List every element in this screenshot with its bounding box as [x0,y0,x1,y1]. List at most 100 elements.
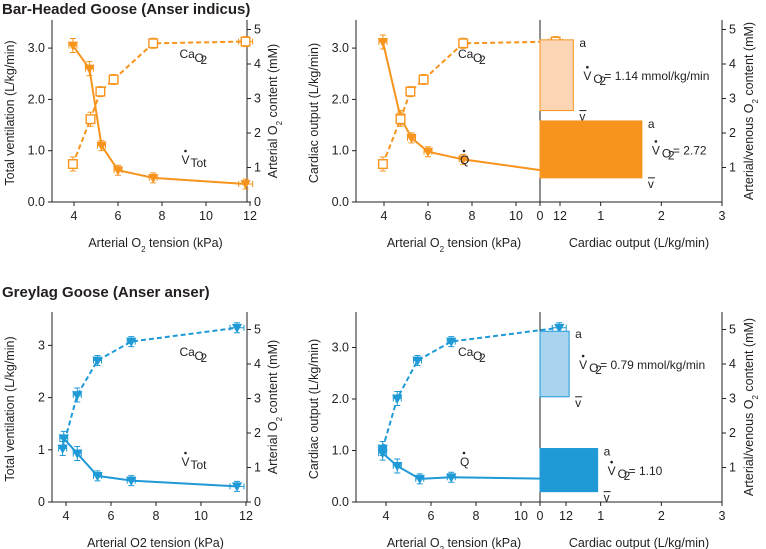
series-line [72,44,246,186]
x-tick-label: 10 [509,209,523,223]
series-label-sub2: 2 [201,351,208,365]
vo2-label-dot [654,140,658,143]
x-tick-label: 4 [63,509,70,523]
bar-hypoxia: a v V O2 = 1.14 mmol/kg/min [539,36,709,124]
y-axis-label: Total ventilation (L/kg/min) [3,336,17,481]
series-label-base: Q [460,455,469,469]
x-tick-label: 12 [553,209,567,223]
y2-axis-label: Arterial O2 content (mM) [266,44,284,178]
y2-tick-label: 0 [254,195,261,209]
data-point [84,64,95,74]
x-tick-label: 6 [428,509,435,523]
series-ventilation: V Tot [67,38,254,190]
data-point [458,38,469,49]
y-tick-label: 2.0 [332,92,349,106]
vo2-label-base: V [608,464,616,478]
series-label: Ca [458,345,474,359]
bar-label-a: a [575,327,582,341]
data-point [126,476,137,486]
data-point [458,155,469,165]
series-label-sub: O [473,349,482,363]
bar-hypoxia: a v V O2 = 0.79 mmol/kg/min [539,327,705,410]
y-axis-label: Cardiac output (L/kg/min) [307,339,321,479]
x-tick-label: 1 [597,509,604,523]
vo2-sub: O [618,467,627,481]
vo2-label-base: V [652,143,660,157]
series-line [381,326,560,449]
data-point [85,114,96,125]
series-label-base: V [182,153,190,167]
x-tick-label: 3 [719,209,726,223]
y-tick-label: 2.0 [28,92,45,106]
data-point [148,173,159,184]
series-label-sub: O [195,51,204,65]
series-line [61,326,238,449]
vo2-label: V [579,354,587,372]
y-axis-label: Total ventilation (L/kg/min) [3,40,17,185]
data-point [377,38,389,48]
series-label: V Tot [182,149,208,170]
series-label-sub: O [473,51,482,65]
y-tick-label: 1 [38,443,45,457]
data-point [418,74,429,85]
series-label-sub: Tot [191,156,208,170]
data-point [67,41,79,51]
y2-tick-label: 1 [729,161,736,175]
x-tick-label: 8 [469,209,476,223]
y-tick-label: 0.0 [28,195,45,209]
bar-label-v: v [648,177,654,191]
series-arterial-o2-content: Ca O2 [377,36,564,172]
bar-label-v: v [604,491,610,505]
y-tick-label: 1.0 [332,444,349,458]
x-tick-label: 8 [159,209,166,223]
panel-gl_co: 4 6 8 10 12 0.0 1.0 2.0 3.0 Arterial O2 tension (… [307,312,573,549]
series-label-sub: O [195,349,204,363]
x-axis-label: Arterial O2 tension (kPa) [87,536,224,549]
y2-tick-label: 2 [254,426,261,440]
y-tick-label: 0.0 [332,195,349,209]
x-axis-label: Arterial O2 tension (kPa) [387,236,521,254]
bar-label-a: a [604,445,611,459]
y2-axis-label: Arterial O2 content (mM) [266,340,284,474]
bar-label-v: v [575,396,581,410]
data-point [95,86,106,97]
x-tick-label: 0 [537,509,544,523]
vo2-label: V [652,140,660,157]
data-point [377,444,388,454]
y2-tick-label: 2 [729,126,736,140]
y-tick-label: 0.0 [332,495,349,509]
y2-axis-label: Arterial/venous O2 content (mM) [742,318,760,496]
data-point [148,38,159,49]
data-point [231,323,243,334]
y2-tick-label: 3 [729,92,736,106]
fick-bar [539,39,574,112]
y2-tick-label: 3 [254,92,261,106]
data-point [96,141,107,151]
y-axis-label: Cardiac output (L/kg/min) [307,43,321,183]
x-tick-label: 2 [658,209,665,223]
y2-tick-label: 4 [729,57,736,71]
vo2-label-dot [586,65,589,69]
y-tick-label: 3.0 [28,41,45,55]
series-label-dot [184,451,187,455]
y2-tick-label: 5 [254,323,261,337]
x-tick-label: 4 [381,209,388,223]
x-tick-label: 3 [719,509,726,523]
vo2-label-base: V [583,69,591,83]
y2-tick-label: 4 [254,57,261,71]
y2-axis-label: Arterial/venous O2 content (mM) [742,22,760,200]
x-tick-label: 4 [71,209,78,223]
y2-tick-label: 2 [254,126,261,140]
series-cardiac-output: Q [377,445,567,485]
data-point [112,166,124,176]
y2-tick-label: 3 [254,392,261,406]
vo2-label-base: V [579,358,587,372]
vo2-sub: O [589,361,598,375]
series-label-base: V [182,455,190,469]
y2-tick-label: 4 [729,357,736,371]
series-label-dot [462,149,466,153]
vo2-sub2: 2 [595,363,602,377]
series-line [381,41,556,174]
